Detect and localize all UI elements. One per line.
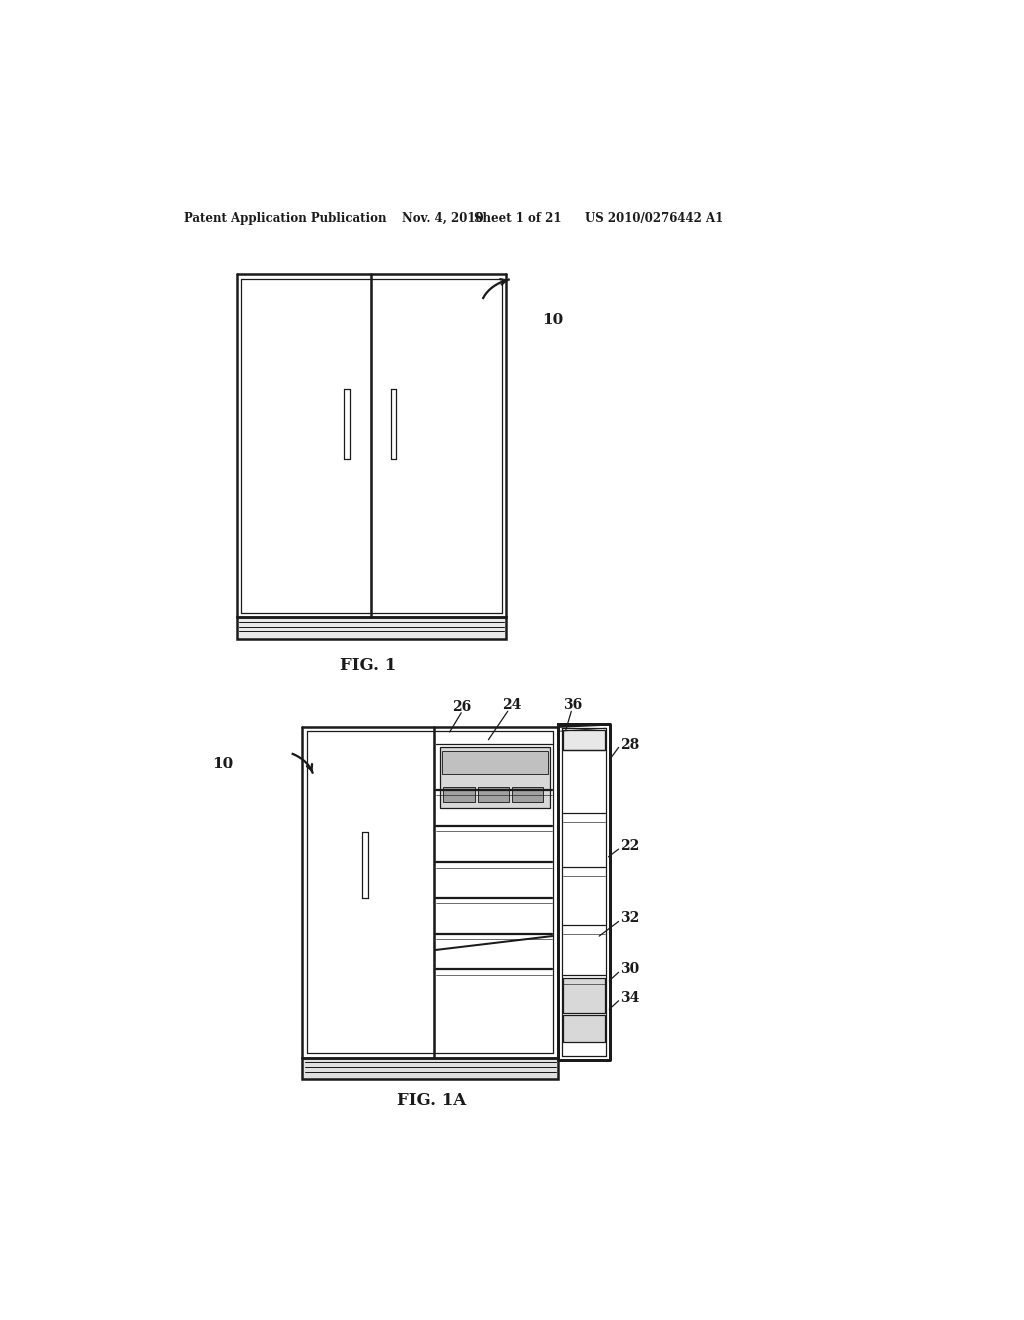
Text: 10: 10 bbox=[212, 758, 232, 771]
Text: Nov. 4, 2010: Nov. 4, 2010 bbox=[401, 213, 483, 224]
Text: 34: 34 bbox=[621, 991, 640, 1005]
Bar bbox=[442, 751, 548, 774]
Bar bbox=[443, 787, 475, 803]
Text: 32: 32 bbox=[621, 911, 639, 925]
Text: FIG. 1: FIG. 1 bbox=[340, 656, 396, 673]
Bar bbox=[477, 787, 509, 803]
Bar bbox=[512, 787, 544, 803]
Bar bbox=[302, 1057, 558, 1080]
Text: 22: 22 bbox=[621, 840, 639, 853]
Text: .: . bbox=[227, 758, 232, 771]
Text: 36: 36 bbox=[563, 698, 583, 711]
Text: FIG. 1A: FIG. 1A bbox=[397, 1093, 466, 1109]
Text: US 2010/0276442 A1: US 2010/0276442 A1 bbox=[586, 213, 724, 224]
Text: 28: 28 bbox=[621, 738, 639, 752]
Text: 26: 26 bbox=[452, 701, 471, 714]
Text: 30: 30 bbox=[621, 962, 639, 977]
Bar bbox=[563, 730, 605, 750]
Text: 24: 24 bbox=[502, 698, 521, 711]
Bar bbox=[439, 747, 550, 808]
Text: Sheet 1 of 21: Sheet 1 of 21 bbox=[474, 213, 561, 224]
Text: Patent Application Publication: Patent Application Publication bbox=[183, 213, 386, 224]
Bar bbox=[563, 978, 605, 1014]
Bar bbox=[563, 1015, 605, 1043]
Text: 10: 10 bbox=[543, 313, 564, 327]
Bar bbox=[237, 618, 506, 639]
